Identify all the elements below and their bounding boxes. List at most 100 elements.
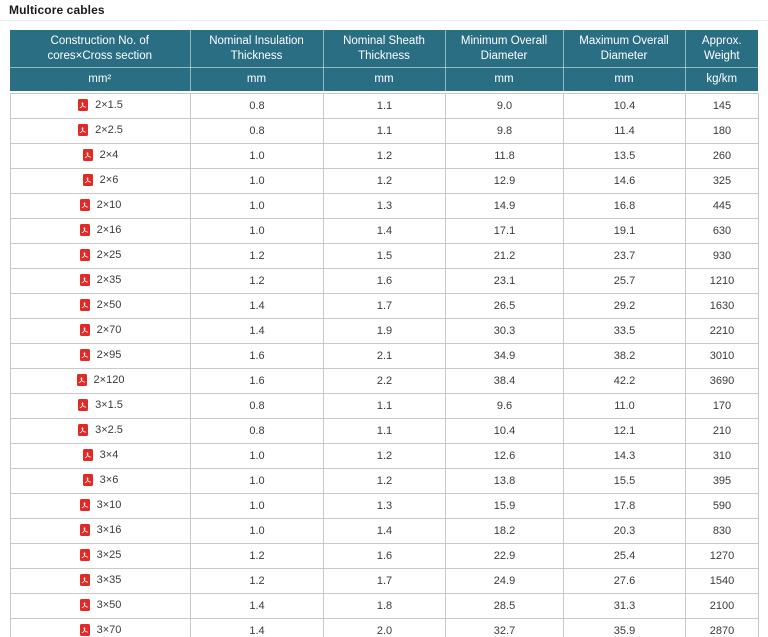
min-overall-diameter-cell: 28.5	[445, 593, 564, 620]
max-overall-diameter-cell: 35.9	[563, 618, 686, 637]
pdf-file-icon[interactable]	[78, 98, 89, 111]
min-overall-diameter-cell: 11.8	[445, 143, 564, 170]
pdf-file-icon[interactable]	[78, 398, 89, 411]
pdf-file-icon[interactable]	[79, 248, 90, 261]
max-overall-diameter-cell: 27.6	[563, 568, 686, 595]
cable-pdf-link[interactable]: 2×6	[82, 173, 118, 186]
insulation-thickness-cell: 1.4	[190, 318, 324, 345]
construction-cell: 2×35	[10, 268, 191, 295]
pdf-file-icon[interactable]	[82, 173, 93, 186]
max-overall-diameter-cell: 20.3	[563, 518, 686, 545]
pdf-file-icon[interactable]	[78, 123, 89, 136]
insulation-thickness-cell: 1.0	[190, 218, 324, 245]
construction-cell: 2×10	[10, 193, 191, 220]
cable-pdf-link[interactable]: 2×2.5	[78, 123, 123, 136]
table-row: 3×2.5 0.8 1.1 10.4 12.1 210	[10, 418, 759, 445]
pdf-file-icon[interactable]	[79, 523, 90, 536]
cable-pdf-link[interactable]: 3×16	[79, 523, 121, 536]
cable-pdf-link[interactable]: 2×1.5	[78, 98, 123, 111]
insulation-thickness-cell: 1.0	[190, 468, 324, 495]
approx-weight-cell: 3690	[685, 368, 759, 395]
max-overall-diameter-cell: 16.8	[563, 193, 686, 220]
cable-pdf-link[interactable]: 3×1.5	[78, 398, 123, 411]
cable-pdf-link[interactable]: 3×6	[82, 473, 118, 486]
insulation-thickness-cell: 1.2	[190, 268, 324, 295]
construction-cell: 3×1.5	[10, 393, 191, 420]
insulation-thickness-cell: 1.4	[190, 293, 324, 320]
cable-pdf-link[interactable]: 3×35	[79, 573, 121, 586]
pdf-file-icon[interactable]	[79, 298, 90, 311]
sheath-thickness-cell: 1.1	[323, 118, 446, 145]
cable-pdf-link[interactable]: 2×95	[79, 348, 121, 361]
cable-pdf-link[interactable]: 3×50	[79, 598, 121, 611]
pdf-file-icon[interactable]	[79, 198, 90, 211]
table-row: 3×50 1.4 1.8 28.5 31.3 2100	[10, 593, 759, 620]
cable-pdf-link[interactable]: 3×70	[79, 623, 121, 636]
min-overall-diameter-cell: 30.3	[445, 318, 564, 345]
min-overall-diameter-cell: 17.1	[445, 218, 564, 245]
pdf-file-icon[interactable]	[79, 598, 90, 611]
pdf-file-icon[interactable]	[79, 573, 90, 586]
insulation-thickness-cell: 1.2	[190, 243, 324, 270]
insulation-thickness-cell: 1.4	[190, 618, 324, 637]
cable-pdf-link[interactable]: 3×4	[82, 448, 118, 461]
approx-weight-cell: 445	[685, 193, 759, 220]
pdf-file-icon[interactable]	[79, 548, 90, 561]
cable-pdf-link[interactable]: 2×120	[76, 373, 124, 386]
approx-weight-cell: 1630	[685, 293, 759, 320]
approx-weight-cell: 325	[685, 168, 759, 195]
construction-label: 2×10	[96, 198, 122, 211]
construction-cell: 3×25	[10, 543, 191, 570]
approx-weight-cell: 2210	[685, 318, 759, 345]
pdf-file-icon[interactable]	[78, 423, 89, 436]
pdf-file-icon[interactable]	[79, 223, 90, 236]
sheath-thickness-cell: 1.8	[323, 593, 446, 620]
column-unit: kg/km	[685, 67, 758, 92]
table-row: 2×16 1.0 1.4 17.1 19.1 630	[10, 218, 759, 245]
max-overall-diameter-cell: 17.8	[563, 493, 686, 520]
min-overall-diameter-cell: 38.4	[445, 368, 564, 395]
min-overall-diameter-cell: 9.0	[445, 93, 564, 120]
pdf-file-icon[interactable]	[82, 448, 93, 461]
insulation-thickness-cell: 1.2	[190, 543, 324, 570]
cable-pdf-link[interactable]: 3×10	[79, 498, 122, 511]
construction-label: 2×2.5	[95, 123, 123, 136]
pdf-file-icon[interactable]	[79, 273, 90, 286]
cable-pdf-link[interactable]: 3×2.5	[78, 423, 123, 436]
cable-pdf-link[interactable]: 2×25	[79, 248, 121, 261]
sheath-thickness-cell: 2.0	[323, 618, 446, 637]
cable-pdf-link[interactable]: 2×16	[79, 223, 121, 236]
insulation-thickness-cell: 0.8	[190, 393, 324, 420]
construction-cell: 2×2.5	[10, 118, 191, 145]
approx-weight-cell: 930	[685, 243, 759, 270]
sheath-thickness-cell: 1.6	[323, 268, 446, 295]
pdf-file-icon[interactable]	[79, 348, 90, 361]
pdf-file-icon[interactable]	[76, 373, 87, 386]
sheath-thickness-cell: 1.2	[323, 143, 446, 170]
pdf-file-icon[interactable]	[79, 623, 90, 636]
max-overall-diameter-cell: 29.2	[563, 293, 686, 320]
pdf-file-icon[interactable]	[79, 323, 90, 336]
construction-label: 3×1.5	[95, 398, 123, 411]
table-row: 3×25 1.2 1.6 22.9 25.4 1270	[10, 543, 759, 570]
approx-weight-cell: 2870	[685, 618, 759, 637]
pdf-file-icon[interactable]	[79, 498, 90, 511]
cable-pdf-link[interactable]: 2×70	[79, 323, 121, 336]
construction-cell: 3×2.5	[10, 418, 191, 445]
sheath-thickness-cell: 1.5	[323, 243, 446, 270]
cable-pdf-link[interactable]: 2×35	[79, 273, 121, 286]
min-overall-diameter-cell: 23.1	[445, 268, 564, 295]
max-overall-diameter-cell: 23.7	[563, 243, 686, 270]
pdf-file-icon[interactable]	[82, 148, 93, 161]
cable-pdf-link[interactable]: 2×10	[79, 198, 122, 211]
cable-pdf-link[interactable]: 2×50	[79, 298, 121, 311]
cable-pdf-link[interactable]: 2×4	[82, 148, 118, 161]
cable-pdf-link[interactable]: 3×25	[79, 548, 121, 561]
approx-weight-cell: 1540	[685, 568, 759, 595]
pdf-file-icon[interactable]	[82, 473, 93, 486]
approx-weight-cell: 1270	[685, 543, 759, 570]
construction-label: 3×10	[96, 498, 122, 511]
insulation-thickness-cell: 1.2	[190, 568, 324, 595]
max-overall-diameter-cell: 11.0	[563, 393, 686, 420]
